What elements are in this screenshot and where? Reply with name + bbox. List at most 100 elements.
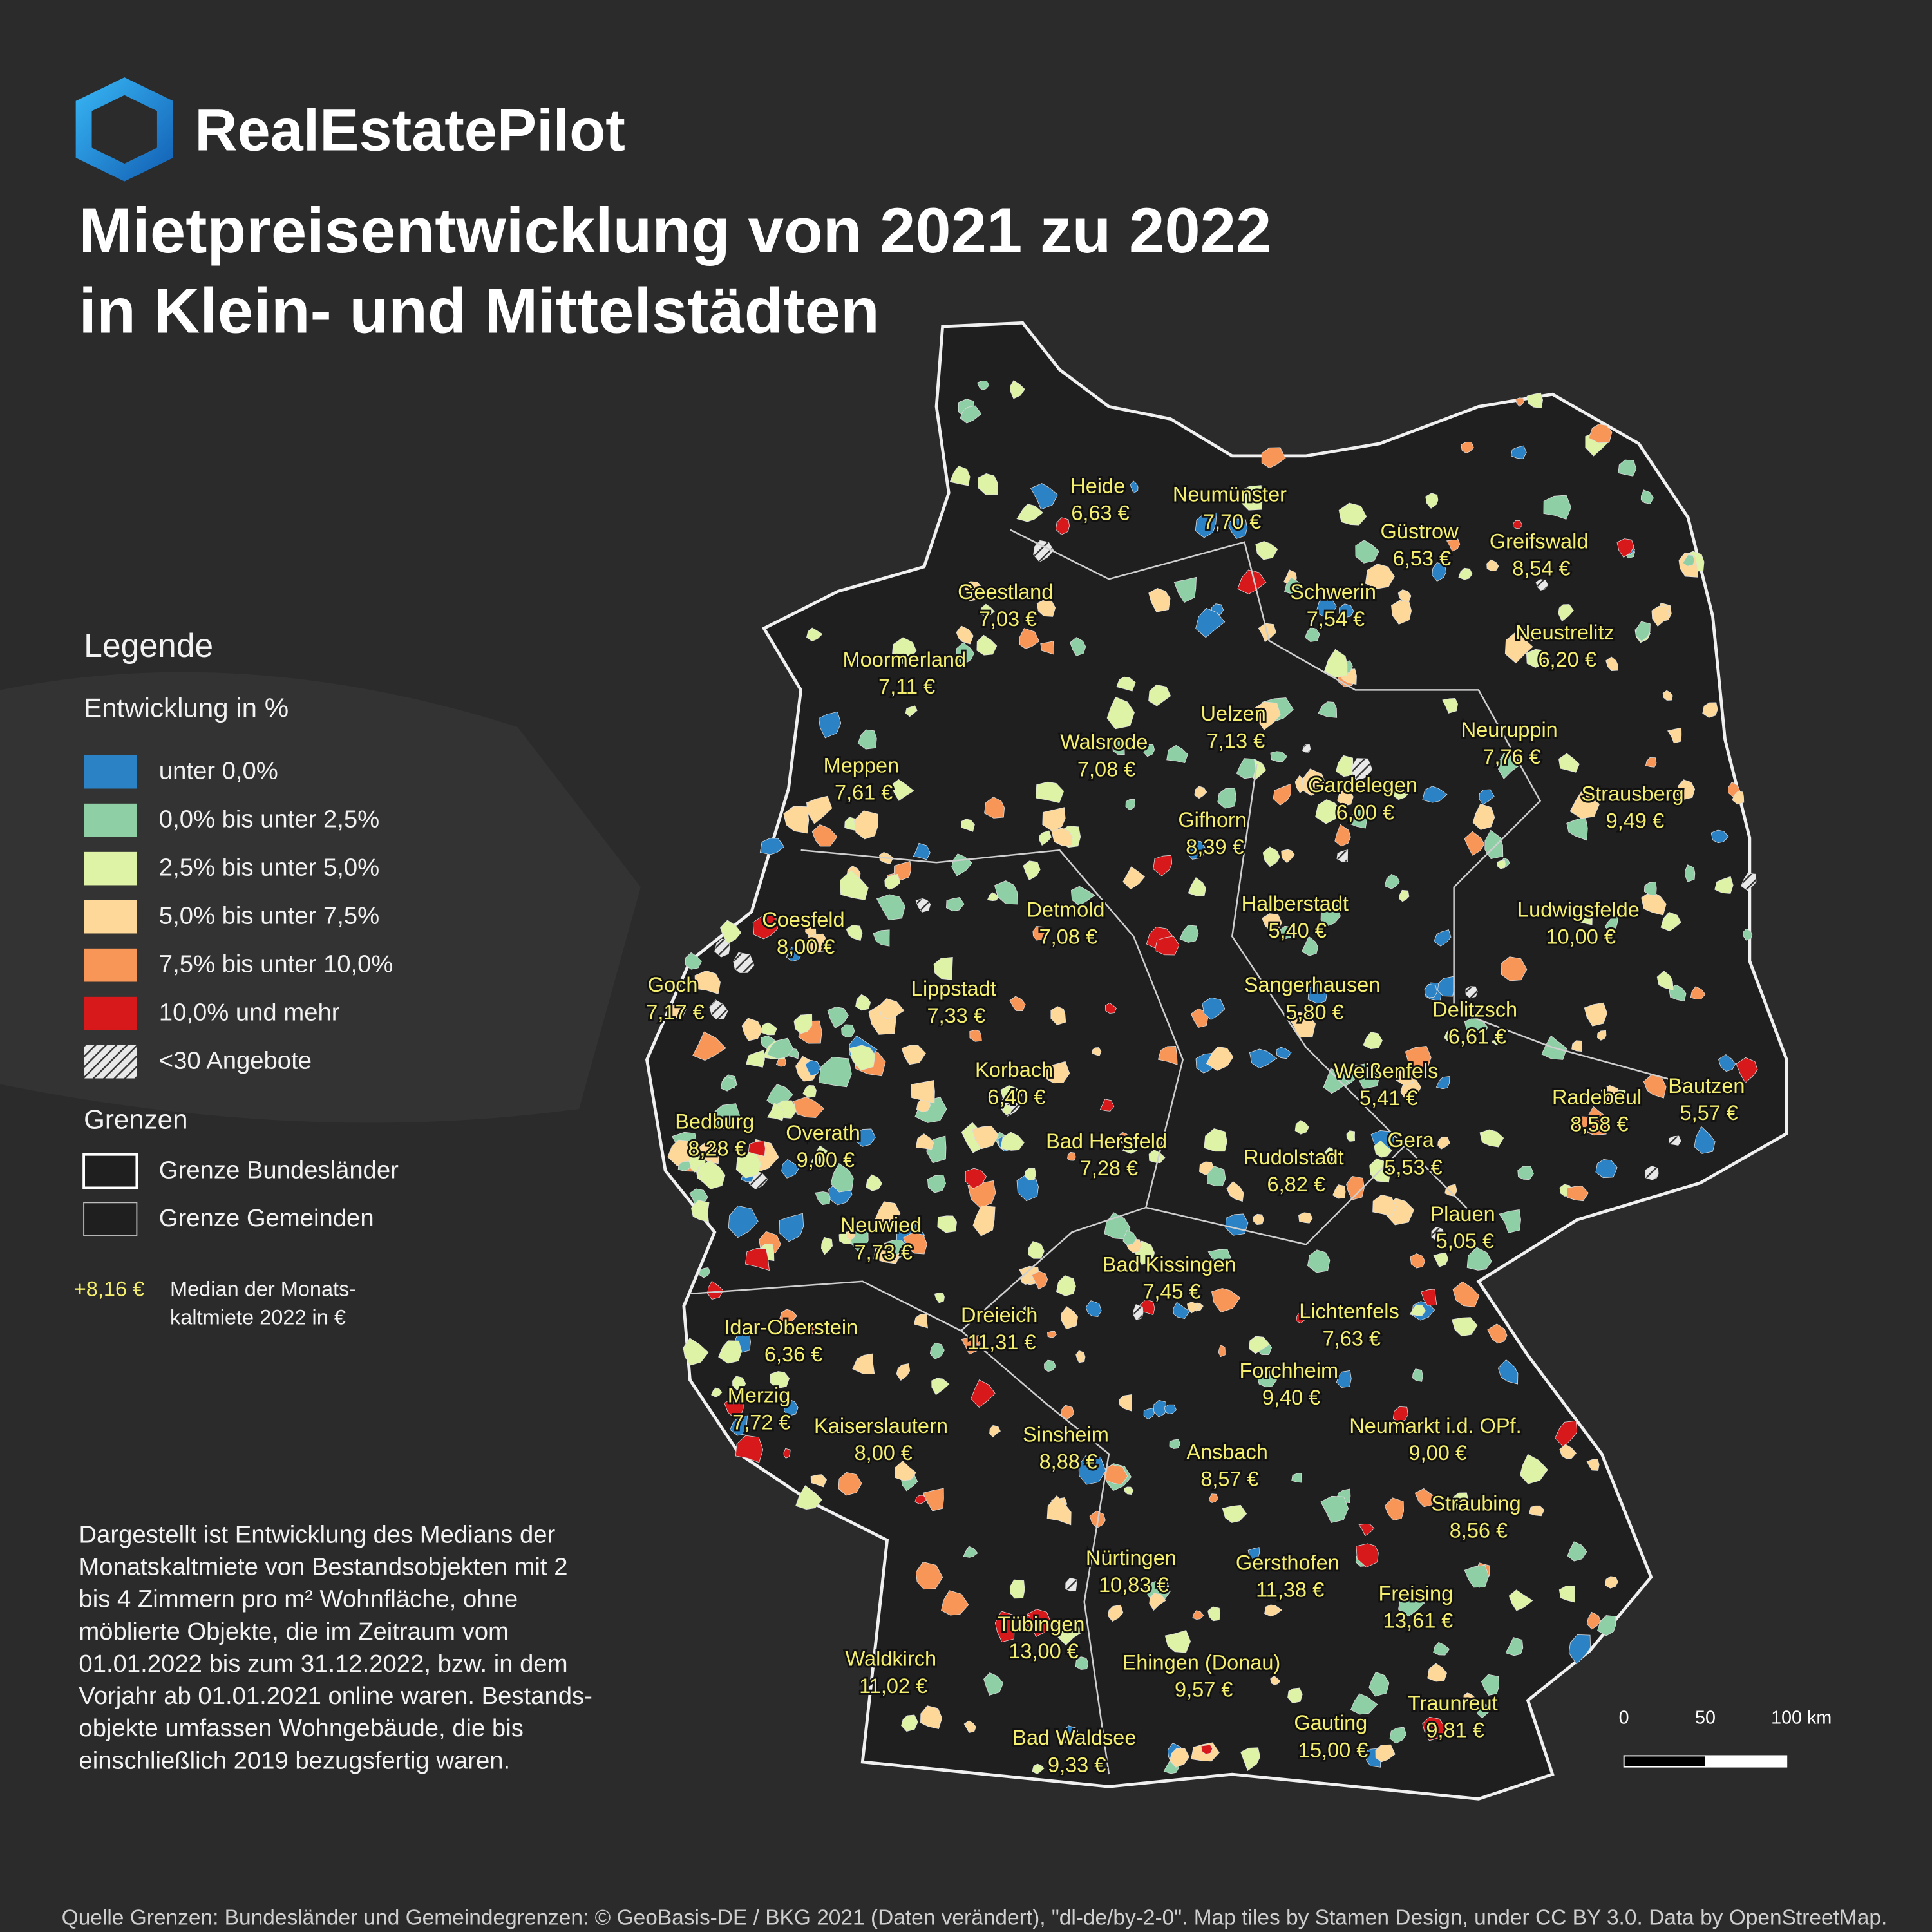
city-name: Gera — [1388, 1128, 1435, 1151]
municipality — [746, 1050, 765, 1068]
city-name: Neuwied — [840, 1213, 922, 1236]
municipality — [1033, 540, 1054, 562]
municipality — [1497, 860, 1506, 869]
municipality — [1070, 886, 1095, 906]
city-price: 7,45 € — [1142, 1280, 1200, 1303]
municipality — [878, 998, 905, 1019]
city-price: 5,53 € — [1384, 1155, 1442, 1179]
municipality — [896, 1363, 911, 1381]
municipality — [1102, 1464, 1128, 1485]
municipality — [890, 779, 914, 801]
municipality — [994, 880, 1018, 905]
municipality — [1741, 873, 1757, 891]
state-border — [1010, 529, 1689, 1085]
municipality — [802, 1085, 817, 1098]
municipality — [748, 1141, 766, 1157]
municipality — [1517, 1166, 1534, 1180]
city-price: 10,83 € — [1099, 1573, 1169, 1596]
city-name: Straubing — [1431, 1492, 1520, 1515]
municipality — [994, 1611, 1016, 1643]
municipality — [1444, 1184, 1457, 1197]
municipality — [709, 999, 728, 1020]
municipality — [1479, 1129, 1504, 1148]
municipality — [830, 1162, 854, 1193]
municipality — [783, 1448, 791, 1459]
city-name: Freising — [1379, 1582, 1454, 1605]
logo: RealEstatePilot — [75, 77, 625, 182]
city-price: 5,57 € — [1680, 1101, 1738, 1124]
municipality — [1375, 1744, 1396, 1763]
municipality — [1580, 911, 1593, 925]
municipality — [698, 1267, 710, 1278]
municipality — [1437, 976, 1455, 997]
municipality — [1479, 789, 1495, 805]
city-price: 5,40 € — [1268, 919, 1326, 942]
municipality — [855, 1128, 876, 1147]
city-name: Kaiserslautern — [814, 1414, 948, 1437]
scale-bar: 0 50 100 km — [1619, 1708, 1832, 1768]
municipality — [960, 819, 975, 832]
municipality — [927, 1175, 947, 1193]
city-name: Meppen — [824, 754, 900, 777]
city-name: Neuruppin — [1461, 718, 1558, 741]
municipality — [724, 1397, 744, 1418]
municipality — [1736, 1057, 1758, 1083]
state-border — [800, 849, 1479, 1245]
municipality — [1338, 502, 1367, 526]
municipality — [987, 892, 999, 901]
city-price: 7,28 € — [1080, 1157, 1138, 1180]
municipality — [976, 634, 998, 656]
municipality — [1320, 1495, 1349, 1523]
municipality — [1305, 627, 1320, 642]
municipality — [1566, 1186, 1589, 1202]
municipality — [1399, 889, 1410, 902]
municipality — [1463, 1692, 1475, 1704]
municipality — [838, 1472, 862, 1496]
city-name: Neumarkt i.d. OPf. — [1349, 1414, 1521, 1437]
municipality — [1596, 1030, 1607, 1041]
city-name: Traunreut — [1408, 1692, 1498, 1715]
description-line: 01.01.2022 bis zum 31.12.2022, bzw. in d… — [79, 1650, 567, 1678]
municipality — [1323, 1067, 1349, 1094]
municipality — [1425, 493, 1439, 509]
municipality — [920, 1705, 943, 1729]
municipality — [1346, 1175, 1365, 1200]
city-name: Bad Hersfeld — [1046, 1130, 1167, 1153]
municipality — [810, 1474, 828, 1488]
municipality — [1222, 1504, 1247, 1523]
city-price: 7,73 € — [855, 1240, 913, 1264]
municipality — [1288, 1012, 1316, 1038]
municipality — [1558, 604, 1574, 622]
municipality — [961, 1335, 981, 1355]
municipality — [1170, 1748, 1190, 1768]
municipality — [1000, 1085, 1023, 1104]
city-price: 13,00 € — [1009, 1640, 1079, 1663]
municipality — [1643, 881, 1657, 896]
municipality — [1153, 855, 1173, 876]
city-price: 7,08 € — [1077, 757, 1135, 781]
municipality — [1464, 1564, 1490, 1588]
municipality — [1099, 1099, 1115, 1112]
state-border — [690, 1280, 1110, 1775]
municipality — [1211, 1288, 1241, 1313]
municipality — [1200, 1744, 1213, 1755]
municipality — [1315, 596, 1337, 618]
municipality — [786, 946, 802, 962]
logo-icon — [75, 77, 173, 182]
title-line: Mietpreisentwicklung von 2021 zu 2022 — [79, 195, 1271, 267]
municipality — [1336, 1370, 1352, 1388]
municipality — [1067, 1151, 1076, 1161]
municipality — [1025, 1168, 1036, 1181]
municipality — [1236, 758, 1256, 779]
description-line: objekte umfassen Wohngebäude, die bis — [79, 1714, 523, 1742]
municipality — [971, 1379, 996, 1408]
municipality — [1021, 1305, 1035, 1317]
municipality — [741, 1018, 763, 1041]
city-name: Neumünster — [1173, 483, 1287, 506]
municipality — [1078, 1455, 1106, 1485]
municipality — [1336, 849, 1349, 862]
description-line: einschließlich 2019 bezugsfertig waren. — [79, 1747, 510, 1774]
city-name: Gauting — [1294, 1711, 1367, 1734]
municipality — [1505, 1637, 1524, 1656]
description: Dargestellt ist Entwicklung des Medians … — [79, 1520, 592, 1774]
